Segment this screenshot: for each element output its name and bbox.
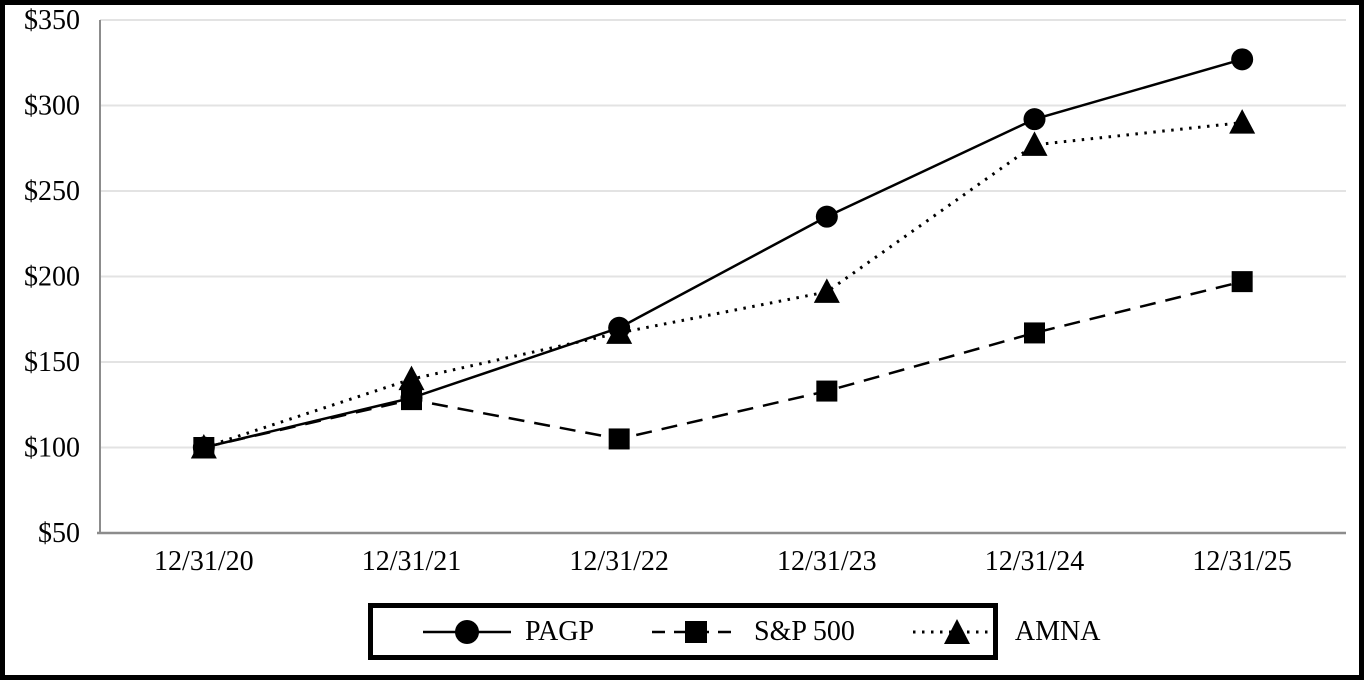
triangle-marker-amna-5: [1229, 109, 1256, 134]
legend-swatch-s-p-500: [652, 620, 741, 643]
triangle-marker-icon: [943, 618, 970, 644]
legend-label-s-p-500: S&P 500: [754, 615, 855, 647]
square-marker-s-p-500-2: [608, 428, 630, 450]
x-tick-label-3: 12/31/23: [777, 546, 877, 577]
circle-marker-pagp-5: [1231, 48, 1254, 71]
circle-marker-icon: [455, 619, 479, 644]
triangle-marker-amna-3: [813, 278, 840, 303]
triangle-marker-amna-4: [1021, 131, 1048, 156]
series-line-pagp: [203, 58, 1243, 449]
legend-item-amna: AMNA: [911, 615, 1101, 648]
y-tick-label-100: $100: [24, 433, 80, 464]
square-marker-s-p-500-3: [816, 380, 838, 402]
y-tick-label-300: $300: [24, 91, 80, 122]
legend-label-amna: AMNA: [1014, 615, 1101, 647]
square-marker-s-p-500-1: [401, 389, 422, 411]
y-tick-label-50: $50: [38, 518, 80, 549]
x-tick-label-2: 12/31/22: [569, 546, 669, 577]
square-marker-s-p-500-5: [1231, 271, 1253, 293]
chart-legend: PAGP S&P 500 AMNA: [368, 603, 1100, 660]
legend-swatch-amna: [912, 618, 1001, 644]
x-tick-label-5: 12/31/25: [1192, 546, 1292, 577]
triangle-marker-amna-1: [398, 365, 425, 391]
legend-swatch-pagp: [423, 619, 511, 644]
square-marker-s-p-500-0: [193, 437, 215, 458]
square-marker-icon: [685, 620, 708, 643]
square-marker-s-p-500-4: [1024, 322, 1045, 344]
y-tick-label-250: $250: [24, 176, 80, 207]
circle-marker-pagp-3: [815, 205, 838, 228]
circle-marker-pagp-2: [608, 316, 631, 339]
y-tick-label-350: $350: [24, 5, 80, 36]
series-line-s-p-500: [203, 280, 1243, 449]
circle-marker-pagp-4: [1023, 108, 1046, 131]
x-tick-label-0: 12/31/20: [154, 546, 254, 577]
y-tick-label-200: $200: [24, 262, 80, 293]
x-tick-label-1: 12/31/21: [362, 546, 462, 577]
legend-label-pagp: PAGP: [525, 615, 595, 647]
series-line-amna: [203, 121, 1243, 449]
legend-item-s-p-500: S&P 500: [650, 616, 855, 648]
x-tick-label-4: 12/31/24: [985, 546, 1085, 577]
legend-item-pagp: PAGP: [421, 616, 594, 648]
y-tick-label-150: $150: [24, 347, 80, 378]
